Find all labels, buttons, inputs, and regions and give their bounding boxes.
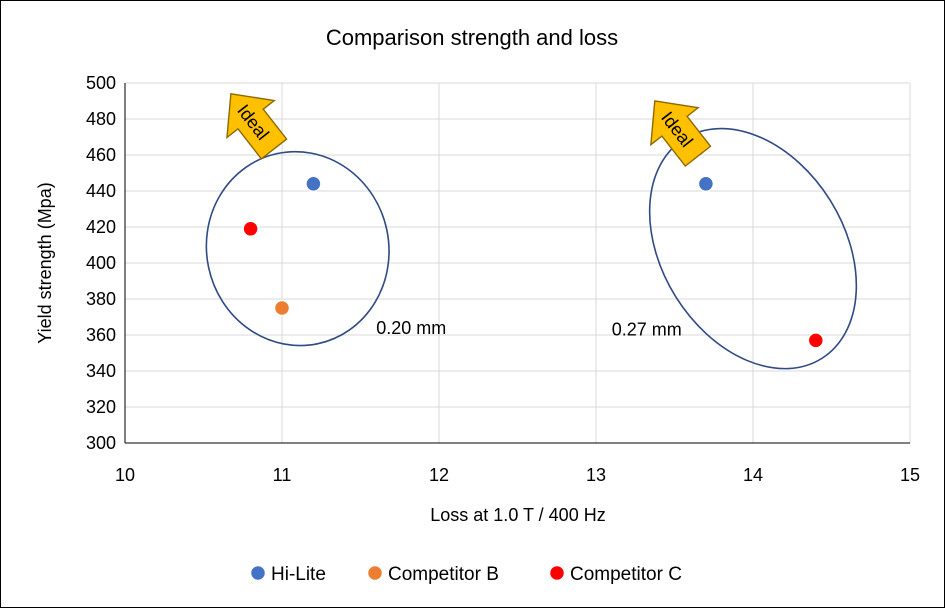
gridlines [124, 82, 911, 444]
y-axis-label: Yield strength (Mpa) [35, 182, 55, 343]
axes: 300 320 340 360 380 400 420 440 460 480 500 10 11 12 1… [86, 73, 920, 485]
legend-marker [366, 564, 384, 582]
thickness-label: 0.27 mm [612, 320, 682, 340]
x-tick-label: 10 [115, 465, 135, 485]
legend-label: Competitor C [570, 564, 682, 585]
x-tick-label: 11 [273, 465, 292, 485]
legend-marker [548, 564, 566, 582]
x-tick-label: 12 [429, 465, 449, 485]
y-tick-label: 420 [86, 217, 116, 237]
legend: Hi-Lite Competitor B Competitor C [249, 564, 682, 585]
y-tick-label: 480 [86, 109, 116, 129]
x-tick-label: 13 [586, 465, 606, 485]
chart-title: Comparison strength and loss [326, 25, 618, 50]
data-point-hi-lite [305, 175, 322, 193]
x-axis-label: Loss at 1.0 T / 400 Hz [430, 505, 605, 525]
x-tick-label: 14 [743, 465, 763, 485]
ideal-arrow-shape [650, 100, 712, 167]
ideal-arrows: Ideal Ideal [226, 92, 712, 167]
legend-item: Competitor C [548, 564, 682, 585]
y-tick-label: 340 [86, 361, 116, 381]
group-ellipses [205, 127, 858, 370]
y-tick-label: 500 [86, 73, 116, 93]
legend-item: Hi-Lite [249, 564, 326, 585]
data-point-competitor-c [242, 220, 259, 238]
annotations: 0.20 mm 0.27 mm [376, 318, 682, 340]
data-point-hi-lite [697, 175, 715, 193]
y-tick-label: 460 [86, 145, 116, 165]
x-tick-label: 15 [900, 465, 920, 485]
legend-marker [249, 564, 267, 582]
ideal-arrow: Ideal [226, 92, 288, 160]
y-tick-label: 380 [86, 289, 116, 309]
legend-label: Hi-Lite [271, 564, 326, 585]
legend-item: Competitor B [366, 564, 499, 585]
y-tick-label: 320 [86, 397, 116, 417]
group-ellipse [205, 150, 390, 347]
thickness-label: 0.20 mm [376, 318, 446, 338]
data-points [242, 175, 825, 349]
y-tick-label: 360 [86, 325, 116, 345]
y-tick-label: 400 [86, 253, 116, 273]
data-point-competitor-c [807, 332, 825, 349]
data-point-competitor-b [273, 299, 291, 317]
ideal-arrow-shape [226, 92, 288, 160]
y-tick-label: 300 [86, 433, 116, 453]
y-tick-label: 440 [86, 181, 116, 201]
legend-label: Competitor B [388, 564, 499, 585]
ideal-arrow: Ideal [650, 100, 712, 167]
